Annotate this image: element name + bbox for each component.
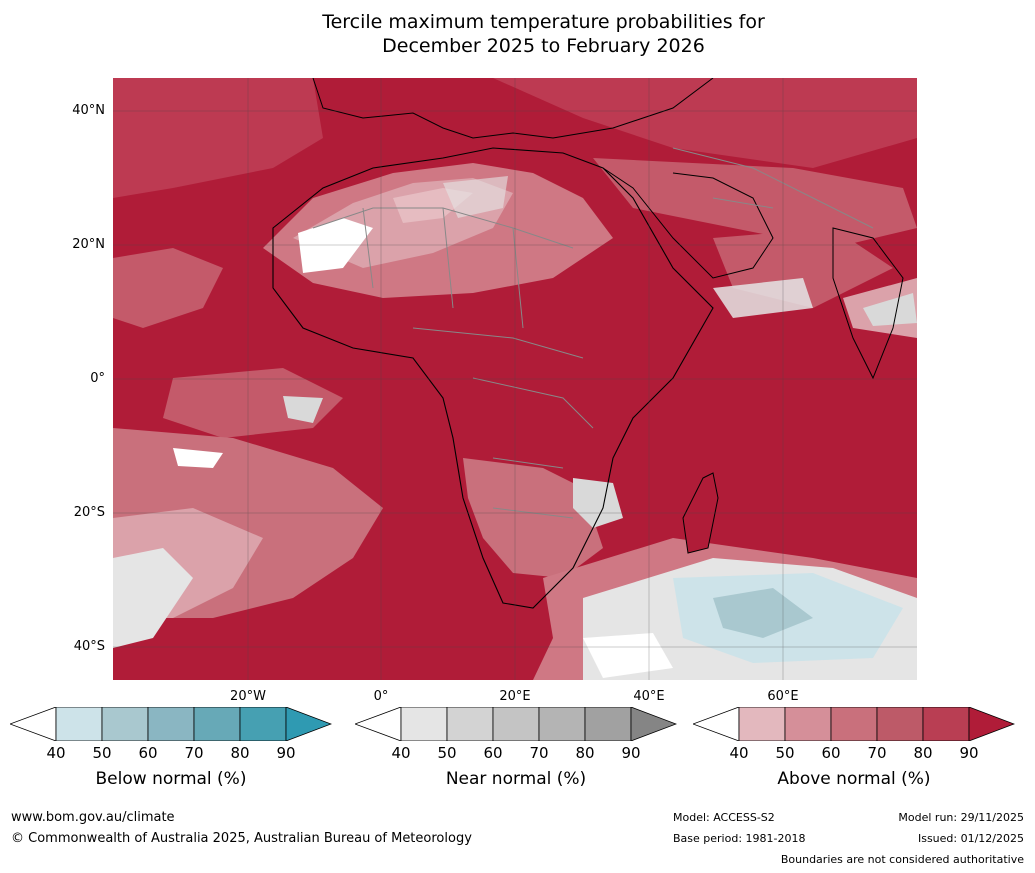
colorbar-near: [355, 707, 677, 741]
lon-label-20w: 20°W: [230, 689, 266, 704]
cb-near-title: Near normal (%): [445, 769, 587, 789]
footer-model-run: Model run: 29/11/2025: [898, 811, 1024, 824]
cb-below-seg-1: [55, 707, 103, 741]
footer-url[interactable]: www.bom.gov.au/climate: [11, 810, 175, 825]
lat-label-40s: 40°S: [73, 639, 105, 654]
lat-label-40n: 40°N: [72, 103, 105, 118]
cb-below-seg-6: [285, 707, 332, 741]
cb-near-tick-90: 90: [621, 744, 641, 762]
cb-above-seg-2: [784, 707, 832, 741]
colorbar-below: [10, 707, 332, 741]
cb-near-tick-70: 70: [529, 744, 549, 762]
lon-label-60e: 60°E: [767, 689, 799, 704]
cb-below-tick-80: 80: [230, 744, 250, 762]
cb-below-seg-4: [193, 707, 241, 741]
lon-label-0: 0°: [373, 689, 389, 704]
cb-near-seg-4: [538, 707, 586, 741]
cb-below-tick-70: 70: [184, 744, 204, 762]
cb-above-seg-4: [876, 707, 924, 741]
lat-label-0: 0°: [90, 371, 105, 386]
footer-disclaimer: Boundaries are not considered authoritat…: [780, 853, 1024, 866]
cb-below-seg-5: [239, 707, 287, 741]
cb-below-seg-2: [101, 707, 149, 741]
footer-model: Model: ACCESS-S2: [673, 811, 775, 824]
cb-below-seg-3: [147, 707, 195, 741]
cb-above-seg-0: [693, 707, 740, 741]
cb-above-seg-3: [830, 707, 878, 741]
cb-above-seg-6: [968, 707, 1015, 741]
cb-near-seg-0: [355, 707, 402, 741]
lat-label-20n: 20°N: [72, 237, 105, 252]
cb-near-seg-5: [584, 707, 632, 741]
cb-above-tick-60: 60: [821, 744, 841, 762]
map-graphic: [113, 78, 917, 680]
probability-map: [113, 78, 917, 680]
cb-above-tick-40: 40: [729, 744, 749, 762]
title-line-1: Tercile maximum temperature probabilitie…: [322, 11, 765, 33]
cb-above-tick-50: 50: [775, 744, 795, 762]
footer-issued: Issued: 01/12/2025: [917, 832, 1024, 845]
cb-near-tick-60: 60: [483, 744, 503, 762]
cb-near-seg-1: [400, 707, 448, 741]
cb-near-seg-6: [630, 707, 677, 741]
cb-below-tick-40: 40: [46, 744, 66, 762]
cb-above-tick-90: 90: [959, 744, 979, 762]
cb-below-tick-90: 90: [276, 744, 296, 762]
cb-near-tick-40: 40: [391, 744, 411, 762]
cb-above-seg-1: [738, 707, 786, 741]
cb-above-title: Above normal (%): [777, 769, 931, 789]
lon-label-20e: 20°E: [499, 689, 531, 704]
title-line-2: December 2025 to February 2026: [382, 35, 705, 57]
cb-below-tick-50: 50: [92, 744, 112, 762]
lon-label-40e: 40°E: [633, 689, 665, 704]
colorbar-above: [693, 707, 1015, 741]
cb-near-seg-2: [446, 707, 494, 741]
cb-below-title: Below normal (%): [95, 769, 247, 789]
cb-below-tick-60: 60: [138, 744, 158, 762]
cb-near-tick-80: 80: [575, 744, 595, 762]
footer-copyright: © Commonwealth of Australia 2025, Austra…: [11, 831, 472, 846]
map-title: Tercile maximum temperature probabilitie…: [0, 10, 1035, 58]
cb-below-seg-0: [10, 707, 57, 741]
footer-base-period: Base period: 1981-2018: [673, 832, 806, 845]
lat-label-20s: 20°S: [73, 505, 105, 520]
cb-near-seg-3: [492, 707, 540, 741]
cb-above-tick-70: 70: [867, 744, 887, 762]
cb-above-seg-5: [922, 707, 970, 741]
cb-near-tick-50: 50: [437, 744, 457, 762]
cb-above-tick-80: 80: [913, 744, 933, 762]
